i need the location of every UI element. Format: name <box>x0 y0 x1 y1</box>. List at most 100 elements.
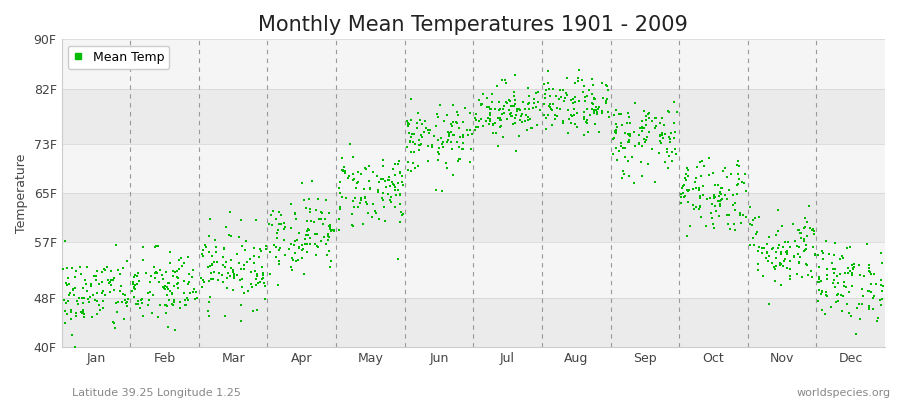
Point <box>599 98 614 105</box>
Point <box>693 172 707 179</box>
Point <box>774 223 788 230</box>
Point <box>547 116 562 122</box>
Point <box>412 142 427 148</box>
Point <box>328 228 342 234</box>
Point <box>799 261 814 267</box>
Point <box>106 274 121 281</box>
Point <box>587 107 601 114</box>
Point <box>277 226 292 232</box>
Point <box>115 264 130 271</box>
Point <box>674 199 688 206</box>
Point <box>386 166 400 172</box>
Point <box>320 233 335 239</box>
Point <box>358 194 373 200</box>
Point <box>648 123 662 129</box>
Point <box>563 112 578 118</box>
Point <box>190 295 204 302</box>
Point <box>81 299 95 306</box>
Point <box>84 281 98 288</box>
Point <box>818 238 832 244</box>
Point <box>474 100 489 107</box>
Point <box>638 122 652 128</box>
Point <box>676 183 690 189</box>
Point <box>227 273 241 279</box>
Point <box>232 260 247 266</box>
Point <box>250 307 265 314</box>
Point <box>566 112 580 118</box>
Point <box>375 195 390 201</box>
Point <box>208 236 222 243</box>
Point <box>864 281 878 287</box>
Point <box>205 260 220 267</box>
Point <box>455 132 470 138</box>
Point <box>500 100 514 106</box>
Point <box>458 105 473 111</box>
Point <box>648 125 662 132</box>
Point <box>634 159 648 165</box>
Point <box>310 231 325 238</box>
Point <box>400 159 415 165</box>
Point <box>863 269 878 276</box>
Point <box>238 247 253 254</box>
Point <box>155 272 169 278</box>
Point <box>704 210 718 216</box>
Point <box>795 274 809 280</box>
Point <box>440 138 454 145</box>
Point <box>90 268 104 274</box>
Point <box>165 291 179 298</box>
Point <box>853 316 868 322</box>
Point <box>664 149 679 156</box>
Point <box>247 245 261 251</box>
Point <box>831 298 845 304</box>
Point <box>662 109 677 115</box>
Point <box>408 141 422 148</box>
Point <box>835 253 850 260</box>
Point <box>79 288 94 294</box>
Point <box>840 245 854 252</box>
Point <box>95 298 110 304</box>
Point <box>284 225 298 232</box>
Point <box>654 130 669 136</box>
Point <box>693 194 707 201</box>
Point <box>371 189 385 196</box>
Point <box>250 271 265 277</box>
Point <box>252 254 266 261</box>
Point <box>874 277 888 284</box>
Point <box>71 300 86 307</box>
Point <box>752 244 766 250</box>
Point <box>257 296 272 302</box>
Point <box>140 302 155 308</box>
Point <box>617 144 632 151</box>
Point <box>435 188 449 194</box>
Point <box>712 212 726 219</box>
Point <box>511 132 526 139</box>
Point <box>160 284 175 290</box>
Point <box>120 303 134 309</box>
Point <box>446 119 460 125</box>
Point <box>482 110 497 116</box>
Point <box>515 111 529 118</box>
Point <box>794 230 808 236</box>
Point <box>58 308 72 314</box>
Point <box>660 149 674 156</box>
Point <box>264 212 278 218</box>
Point <box>181 297 195 304</box>
Point <box>542 86 556 92</box>
Point <box>248 252 262 259</box>
Point <box>778 256 792 263</box>
Point <box>186 288 201 295</box>
Point <box>641 111 655 118</box>
Point <box>418 118 432 124</box>
Point <box>301 232 315 238</box>
Point <box>415 120 429 127</box>
Point <box>843 313 858 320</box>
Point <box>136 244 150 250</box>
Point <box>234 302 248 308</box>
Bar <box>61 193 885 242</box>
Point <box>450 138 464 145</box>
Point <box>580 120 594 126</box>
Point <box>438 160 453 166</box>
Point <box>162 297 176 303</box>
Point <box>269 216 284 222</box>
Point <box>482 121 496 127</box>
